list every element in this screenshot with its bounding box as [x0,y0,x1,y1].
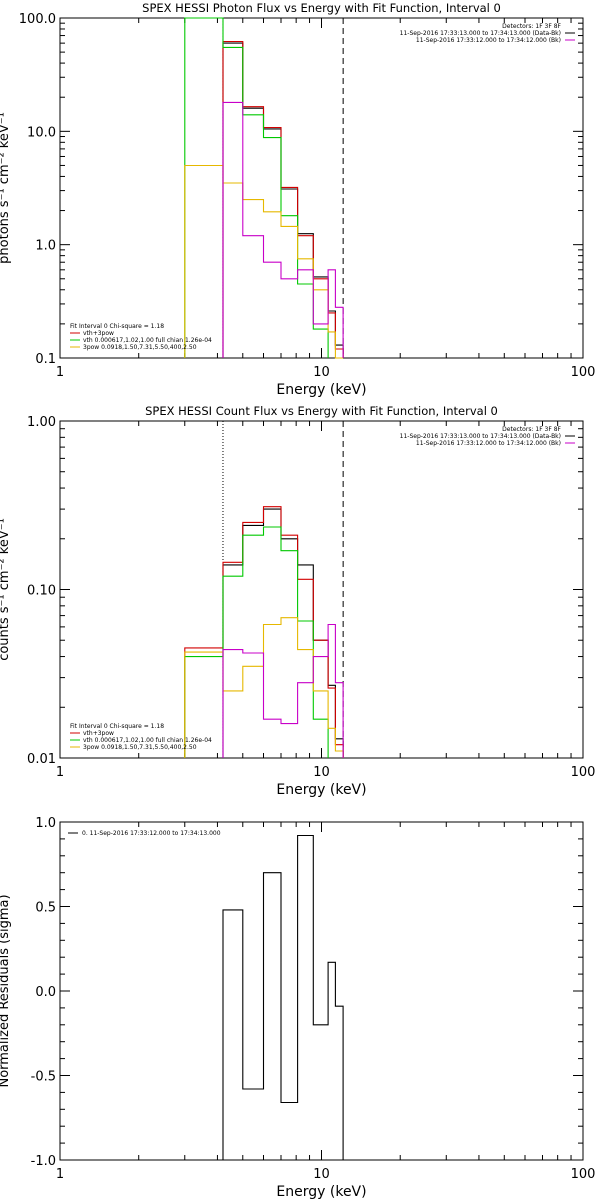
legend-info-text: Detectors: 1F 3F 8F [502,426,561,433]
y-tick-label: -1.0 [31,1154,56,1169]
chart-panel-2: SPEX HESSI Count Flux vs Energy with Fit… [0,404,595,798]
legend-info-text: 11-Sep-2016 17:33:13.000 to 17:34:13.000… [400,433,561,440]
series-line-magenta [222,623,344,758]
x-tick-label: 1 [56,765,64,780]
x-tick-label: 100 [571,365,596,380]
legend-info-text: 11-Sep-2016 17:33:12.000 to 17:34:12.000… [416,440,561,447]
series-line-magenta [222,101,344,358]
y-tick-label: -0.5 [31,1070,56,1085]
x-tick-label: 1 [56,365,64,380]
x-tick-label: 100 [571,765,596,780]
y-tick-label: 0.5 [35,901,56,916]
chart-panel-1: SPEX HESSI Photon Flux vs Energy with Fi… [0,1,595,398]
series-line-red [222,40,344,358]
x-tick-label: 10 [313,365,330,380]
series-line-green [184,526,329,758]
series-line-black [222,42,344,358]
y-tick-label: 0.01 [27,752,56,767]
chart-title: SPEX HESSI Count Flux vs Energy with Fit… [145,404,498,418]
x-tick-label: 1 [56,1167,64,1182]
series-line-black [222,834,344,1160]
fit-legend-text: vth 0.000617,1.02,1.00 full chian 1.26e-… [83,737,212,744]
fit-legend-text: 3pow 0.0918,1.50,7.31,5.50,400,2.50 [83,744,197,751]
x-tick-label: 10 [313,765,330,780]
chart-title: SPEX HESSI Photon Flux vs Energy with Fi… [142,1,501,15]
x-axis-label: Energy (keV) [276,1184,366,1200]
y-tick-label: 0.10 [27,584,56,599]
y-tick-label: 1.00 [27,415,56,430]
y-tick-label: 0.1 [35,352,56,367]
legend-info-text: 11-Sep-2016 17:33:13.000 to 17:34:13.000… [400,30,561,37]
fit-legend-text: Fit Interval 0 Chi-square = 1.18 [70,323,164,330]
y-tick-label: 1.0 [35,816,56,831]
y-axis-label: photons s⁻¹ cm⁻² keV⁻¹ [0,112,12,264]
fit-legend-text: vth+3pow [83,330,114,337]
x-axis-label: Energy (keV) [276,782,366,798]
y-axis-label: Normalized Residuals (sigma) [0,894,12,1087]
legend-info-text: 11-Sep-2016 17:33:12.000 to 17:34:12.000… [416,37,561,44]
plot-frame [59,17,584,359]
fit-legend-text: vth 0.000617,1.02,1.00 full chian 1.26e-… [83,337,212,344]
x-tick-label: 100 [571,1167,596,1182]
y-axis-label: counts s⁻¹ cm⁻² keV⁻¹ [0,518,12,661]
plot-frame [59,821,584,1161]
plot-frame [59,420,584,759]
y-tick-label: 1.0 [35,239,56,254]
series-line-green [184,17,329,358]
x-axis-label: Energy (keV) [276,382,366,398]
chart-panel-3: 1 10 100 Energy (keV) -1.0 -0.5 0.0 0.5 1.0 Norma… [0,816,595,1200]
legend-info-text: Detectors: 1F 3F 8F [502,23,561,30]
legend-info-text: 0. 11-Sep-2016 17:33:12.000 to 17:34:13.… [82,830,221,837]
series-line-yellow [184,617,344,758]
series-line-red [184,506,344,758]
fit-legend-text: 3pow 0.0918,1.50,7.31,5.50,400,2.50 [83,344,197,351]
y-tick-label: 10.0 [27,125,56,140]
y-tick-label: 100.0 [19,12,56,27]
fit-legend-text: Fit Interval 0 Chi-square = 1.18 [70,723,164,730]
x-tick-label: 10 [313,1167,330,1182]
fit-legend-text: vth+3pow [83,730,114,737]
series-line-black [222,508,344,758]
y-tick-label: 0.0 [35,985,56,1000]
